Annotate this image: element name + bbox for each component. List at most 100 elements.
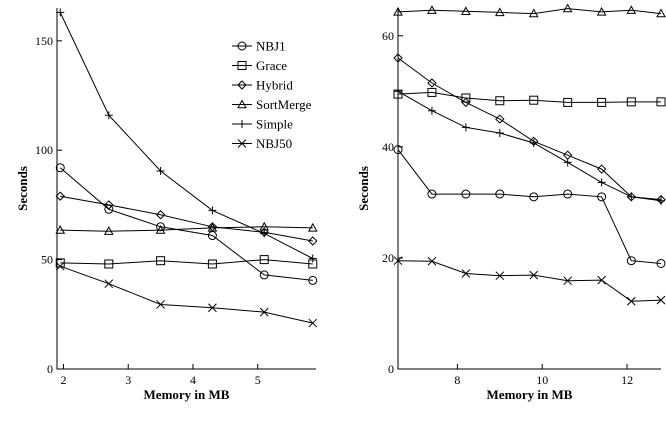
data-point-simple (427, 106, 436, 115)
series-nbj50 (55, 261, 318, 328)
legend-label: Grace (256, 58, 287, 73)
data-point-sortmerge (626, 5, 637, 14)
chart-legend: NBJ1 Grace Hybrid SortMerge Simple NBJ50 (232, 39, 312, 151)
y-axis-label: Seconds (15, 166, 30, 211)
data-point-nbj50 (55, 261, 65, 271)
data-point-grace (529, 95, 539, 105)
data-point-nbj1 (626, 256, 636, 266)
data-point-nbj50 (156, 300, 165, 309)
data-point-nbj50 (626, 296, 636, 306)
data-point-simple (597, 178, 606, 187)
data-point-simple (156, 166, 165, 175)
x-tick-label: 10 (536, 373, 548, 387)
data-point-nbj50 (461, 269, 471, 278)
legend-label: NBJ50 (256, 136, 292, 151)
data-point-grace (495, 96, 505, 106)
data-point-simple (495, 128, 504, 137)
data-point-sortmerge (427, 5, 437, 14)
data-point-hybrid (427, 78, 437, 88)
series-sortmerge (55, 221, 318, 235)
legend-marker-simple (238, 120, 246, 128)
legend-marker-hybrid (237, 80, 247, 90)
legend-label: Simple (256, 117, 293, 132)
data-point-simple (529, 138, 538, 147)
data-point-grace (626, 97, 636, 107)
x-tick-label: 5 (255, 373, 261, 387)
y-tick-label: 50 (41, 253, 53, 267)
x-axis-label: Memory in MB (487, 387, 573, 402)
y-tick-label: 0 (47, 362, 53, 376)
data-point-sortmerge (55, 225, 66, 234)
data-point-nbj50 (259, 307, 269, 317)
data-point-sortmerge (155, 225, 166, 234)
data-point-simple (208, 206, 217, 215)
series-sortmerge (393, 3, 666, 18)
x-tick-label: 3 (125, 373, 131, 387)
series-line-hybrid (60, 195, 313, 242)
data-point-simple (308, 254, 317, 263)
series-line-simple (59, 12, 314, 259)
data-point-grace (427, 87, 437, 97)
legend-label: NBJ1 (256, 39, 286, 54)
data-point-sortmerge (596, 6, 607, 16)
x-tick-label: 2 (60, 373, 66, 387)
data-point-grace (104, 259, 114, 269)
series-hybrid (393, 53, 666, 205)
data-point-nbj1 (461, 189, 471, 199)
data-point-nbj1 (597, 192, 607, 202)
data-point-sortmerge (528, 8, 539, 18)
series-line-sortmerge (397, 8, 662, 15)
data-point-nbj1 (259, 270, 269, 280)
data-point-grace (259, 255, 269, 265)
y-tick-label: 100 (35, 143, 53, 157)
data-point-hybrid (155, 210, 166, 220)
legend-label: SortMerge (256, 97, 312, 112)
y-tick-label: 60 (382, 29, 394, 43)
y-tick-label: 20 (382, 251, 394, 265)
legend-item-simple: Simple (232, 117, 293, 132)
data-point-sortmerge (656, 8, 666, 18)
legend-item-sortmerge: SortMerge (232, 97, 312, 112)
data-point-nbj50 (393, 256, 403, 266)
data-point-nbj1 (156, 222, 166, 232)
data-point-sortmerge (307, 222, 318, 232)
data-point-grace (563, 97, 573, 107)
series-line-grace (60, 259, 313, 265)
data-point-nbj50 (656, 295, 666, 305)
data-point-hybrid (104, 200, 114, 210)
axes-frame (397, 8, 661, 370)
series-nbj1 (55, 163, 318, 285)
x-tick-label: 4 (190, 373, 196, 387)
series-line-nbj1 (397, 149, 662, 264)
data-point-nbj1 (529, 192, 539, 202)
series-line-nbj1 (59, 167, 313, 281)
data-point-simple (461, 123, 470, 132)
data-point-nbj1 (308, 275, 318, 285)
series-simple (394, 87, 665, 205)
y-tick-label: 0 (388, 362, 394, 376)
legend-marker-sortmerge (237, 99, 247, 109)
data-point-nbj50 (529, 270, 539, 280)
series-line-hybrid (397, 57, 662, 201)
data-point-nbj1 (393, 145, 403, 155)
data-point-simple (563, 158, 572, 167)
legend-marker-nbj50 (237, 139, 247, 148)
data-point-sortmerge (494, 7, 505, 17)
legend-marker-grace (237, 61, 247, 70)
data-point-simple (394, 87, 402, 96)
data-point-nbj1 (495, 189, 505, 199)
data-point-nbj50 (208, 303, 217, 313)
chart-right-panel: 8 10 12 0 20 40 60 Memory in MB Seconds (356, 3, 666, 402)
x-tick-label: 12 (621, 373, 633, 387)
legend-item-hybrid: Hybrid (232, 78, 293, 93)
y-tick-label: 40 (382, 140, 394, 154)
data-point-simple (627, 192, 636, 201)
data-point-nbj50 (104, 279, 114, 289)
data-point-nbj1 (427, 189, 437, 199)
x-tick-label: 8 (454, 373, 460, 387)
data-point-sortmerge (103, 226, 114, 235)
data-point-hybrid (495, 114, 505, 124)
data-point-sortmerge (461, 6, 471, 16)
